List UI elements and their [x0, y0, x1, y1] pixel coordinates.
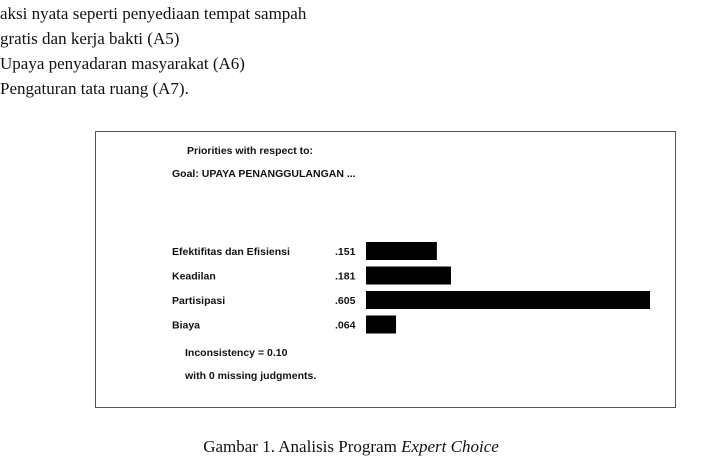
- body-line-2: gratis dan kerja bakti (A5): [0, 29, 180, 48]
- figure-caption: Gambar 1. Analisis Program Expert Choice: [0, 437, 702, 457]
- body-text: aksi nyata seperti penyediaan tempat sam…: [0, 1, 460, 101]
- body-line-3: Upaya penyadaran masyarakat (A6): [0, 54, 245, 73]
- bar-biaya: [366, 315, 397, 334]
- category-label-efektifitas-dan-efisiensi: Efektifitas dan Efisiensi: [172, 246, 290, 258]
- missing-judgments-note: with 0 missing judgments.: [184, 370, 316, 382]
- value-label-keadilan: .181: [335, 271, 356, 283]
- chart-subtitle: Goal: UPAYA PENANGGULANGAN ...: [172, 168, 356, 180]
- body-line-4: Pengaturan tata ruang (A7).: [0, 79, 189, 98]
- category-label-partisipasi: Partisipasi: [172, 295, 225, 307]
- bars-layer: Efektifitas dan Efisiensi .151 Keadilan .18…: [172, 242, 650, 334]
- bar-efektifitas-dan-efisiensi: [366, 242, 437, 260]
- chart-frame: Priorities with respect to: Goal: UPAYA …: [95, 131, 676, 408]
- caption-prefix: Gambar 1. Analisis Program: [203, 437, 402, 456]
- value-label-biaya: .064: [335, 320, 356, 332]
- value-label-partisipasi: .605: [335, 295, 356, 307]
- chart-title: Priorities with respect to:: [187, 145, 313, 157]
- category-label-keadilan: Keadilan: [172, 271, 216, 283]
- priorities-chart: Priorities with respect to: Goal: UPAYA …: [172, 145, 650, 382]
- body-line-1: aksi nyata seperti penyediaan tempat sam…: [0, 4, 307, 23]
- bar-partisipasi: [366, 291, 650, 309]
- category-label-biaya: Biaya: [172, 320, 200, 332]
- caption-italic: Expert Choice: [401, 437, 499, 456]
- inconsistency-note: Inconsistency = 0.10: [185, 347, 288, 359]
- bar-keadilan: [366, 266, 451, 285]
- value-label-efektifitas-dan-efisiensi: .151: [335, 246, 356, 258]
